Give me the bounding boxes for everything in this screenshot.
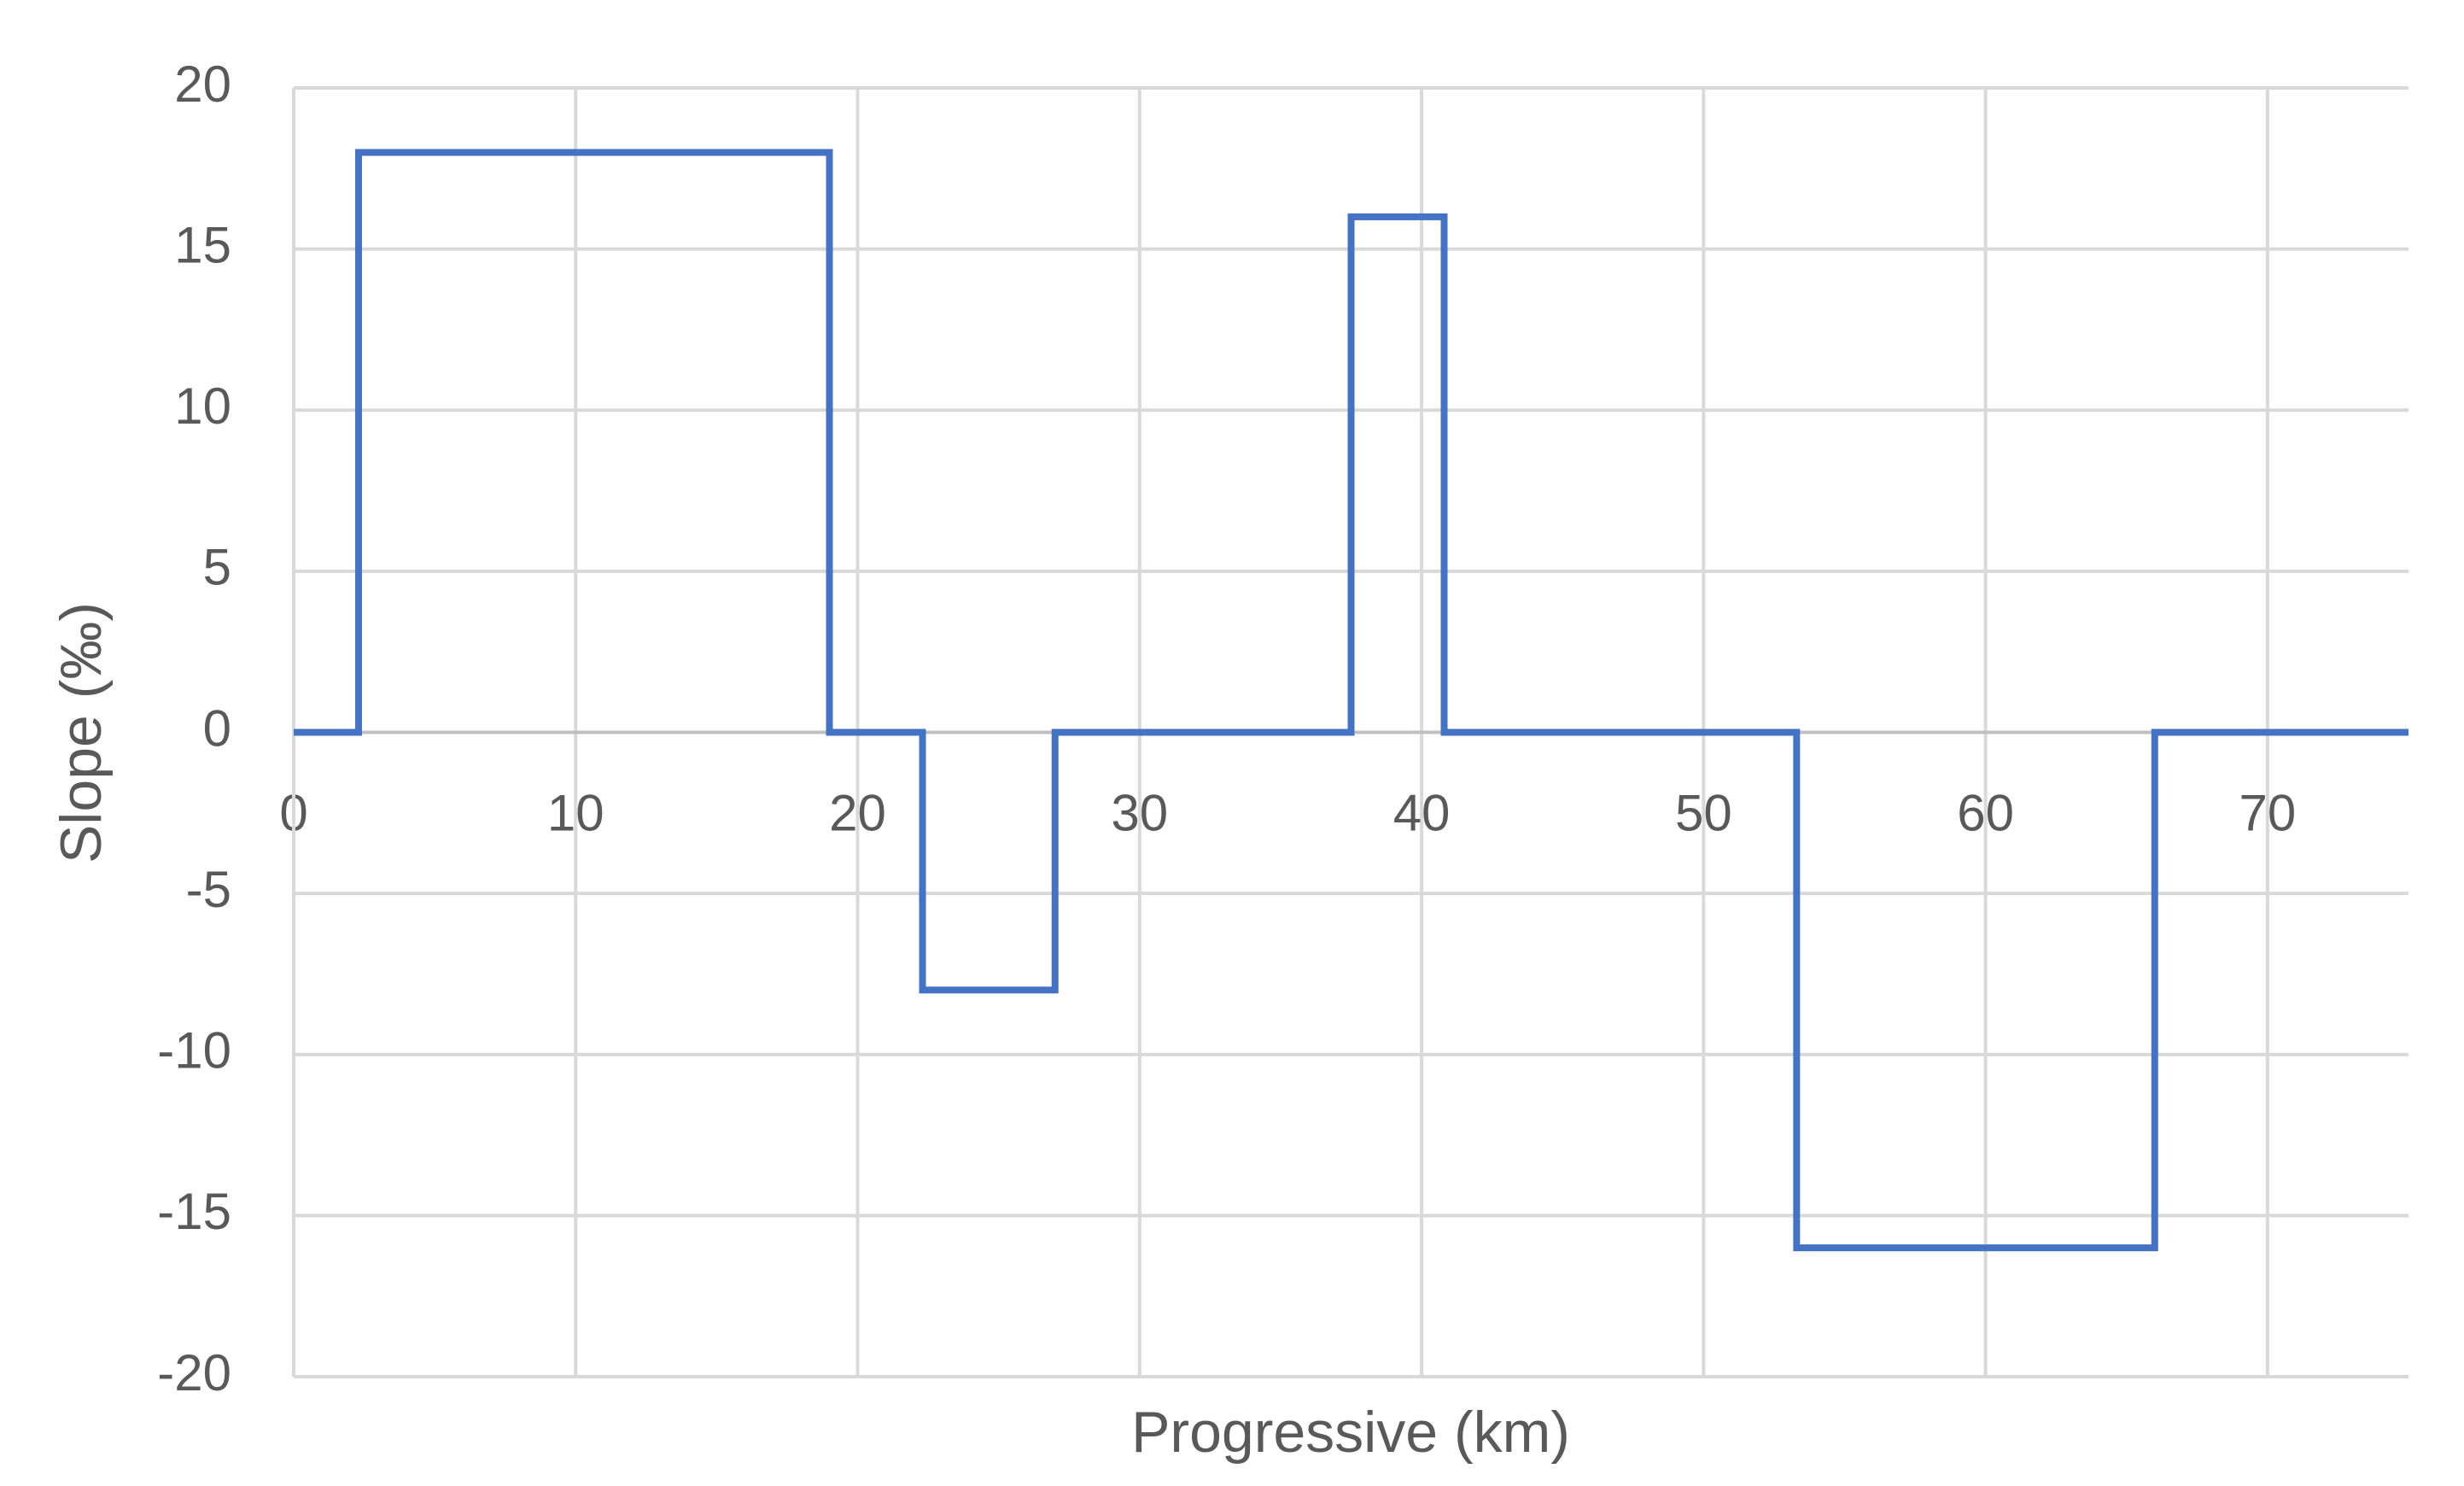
x-tick-label: 20 <box>829 784 886 841</box>
y-axis-title: Slope (‰) <box>49 602 114 863</box>
y-tick-label: 0 <box>203 699 231 757</box>
y-tick-label: 5 <box>203 539 231 596</box>
x-tick-label: 10 <box>547 784 604 841</box>
x-tick-label: 40 <box>1393 784 1451 841</box>
x-tick-label: 70 <box>2239 784 2296 841</box>
y-tick-label: -5 <box>186 861 231 918</box>
x-axis-title: Progressive (km) <box>1131 1400 1570 1465</box>
x-tick-label: 30 <box>1111 784 1168 841</box>
y-tick-label: -10 <box>157 1022 231 1079</box>
y-tick-label: 20 <box>174 56 231 113</box>
y-tick-label: -15 <box>157 1183 231 1240</box>
x-tick-label: 50 <box>1675 784 1732 841</box>
y-tick-label: 15 <box>174 216 231 273</box>
y-tick-label: -20 <box>157 1344 231 1401</box>
x-tick-label: 60 <box>1957 784 2014 841</box>
data-line <box>294 149 2409 1252</box>
y-tick-label: 10 <box>174 377 231 435</box>
